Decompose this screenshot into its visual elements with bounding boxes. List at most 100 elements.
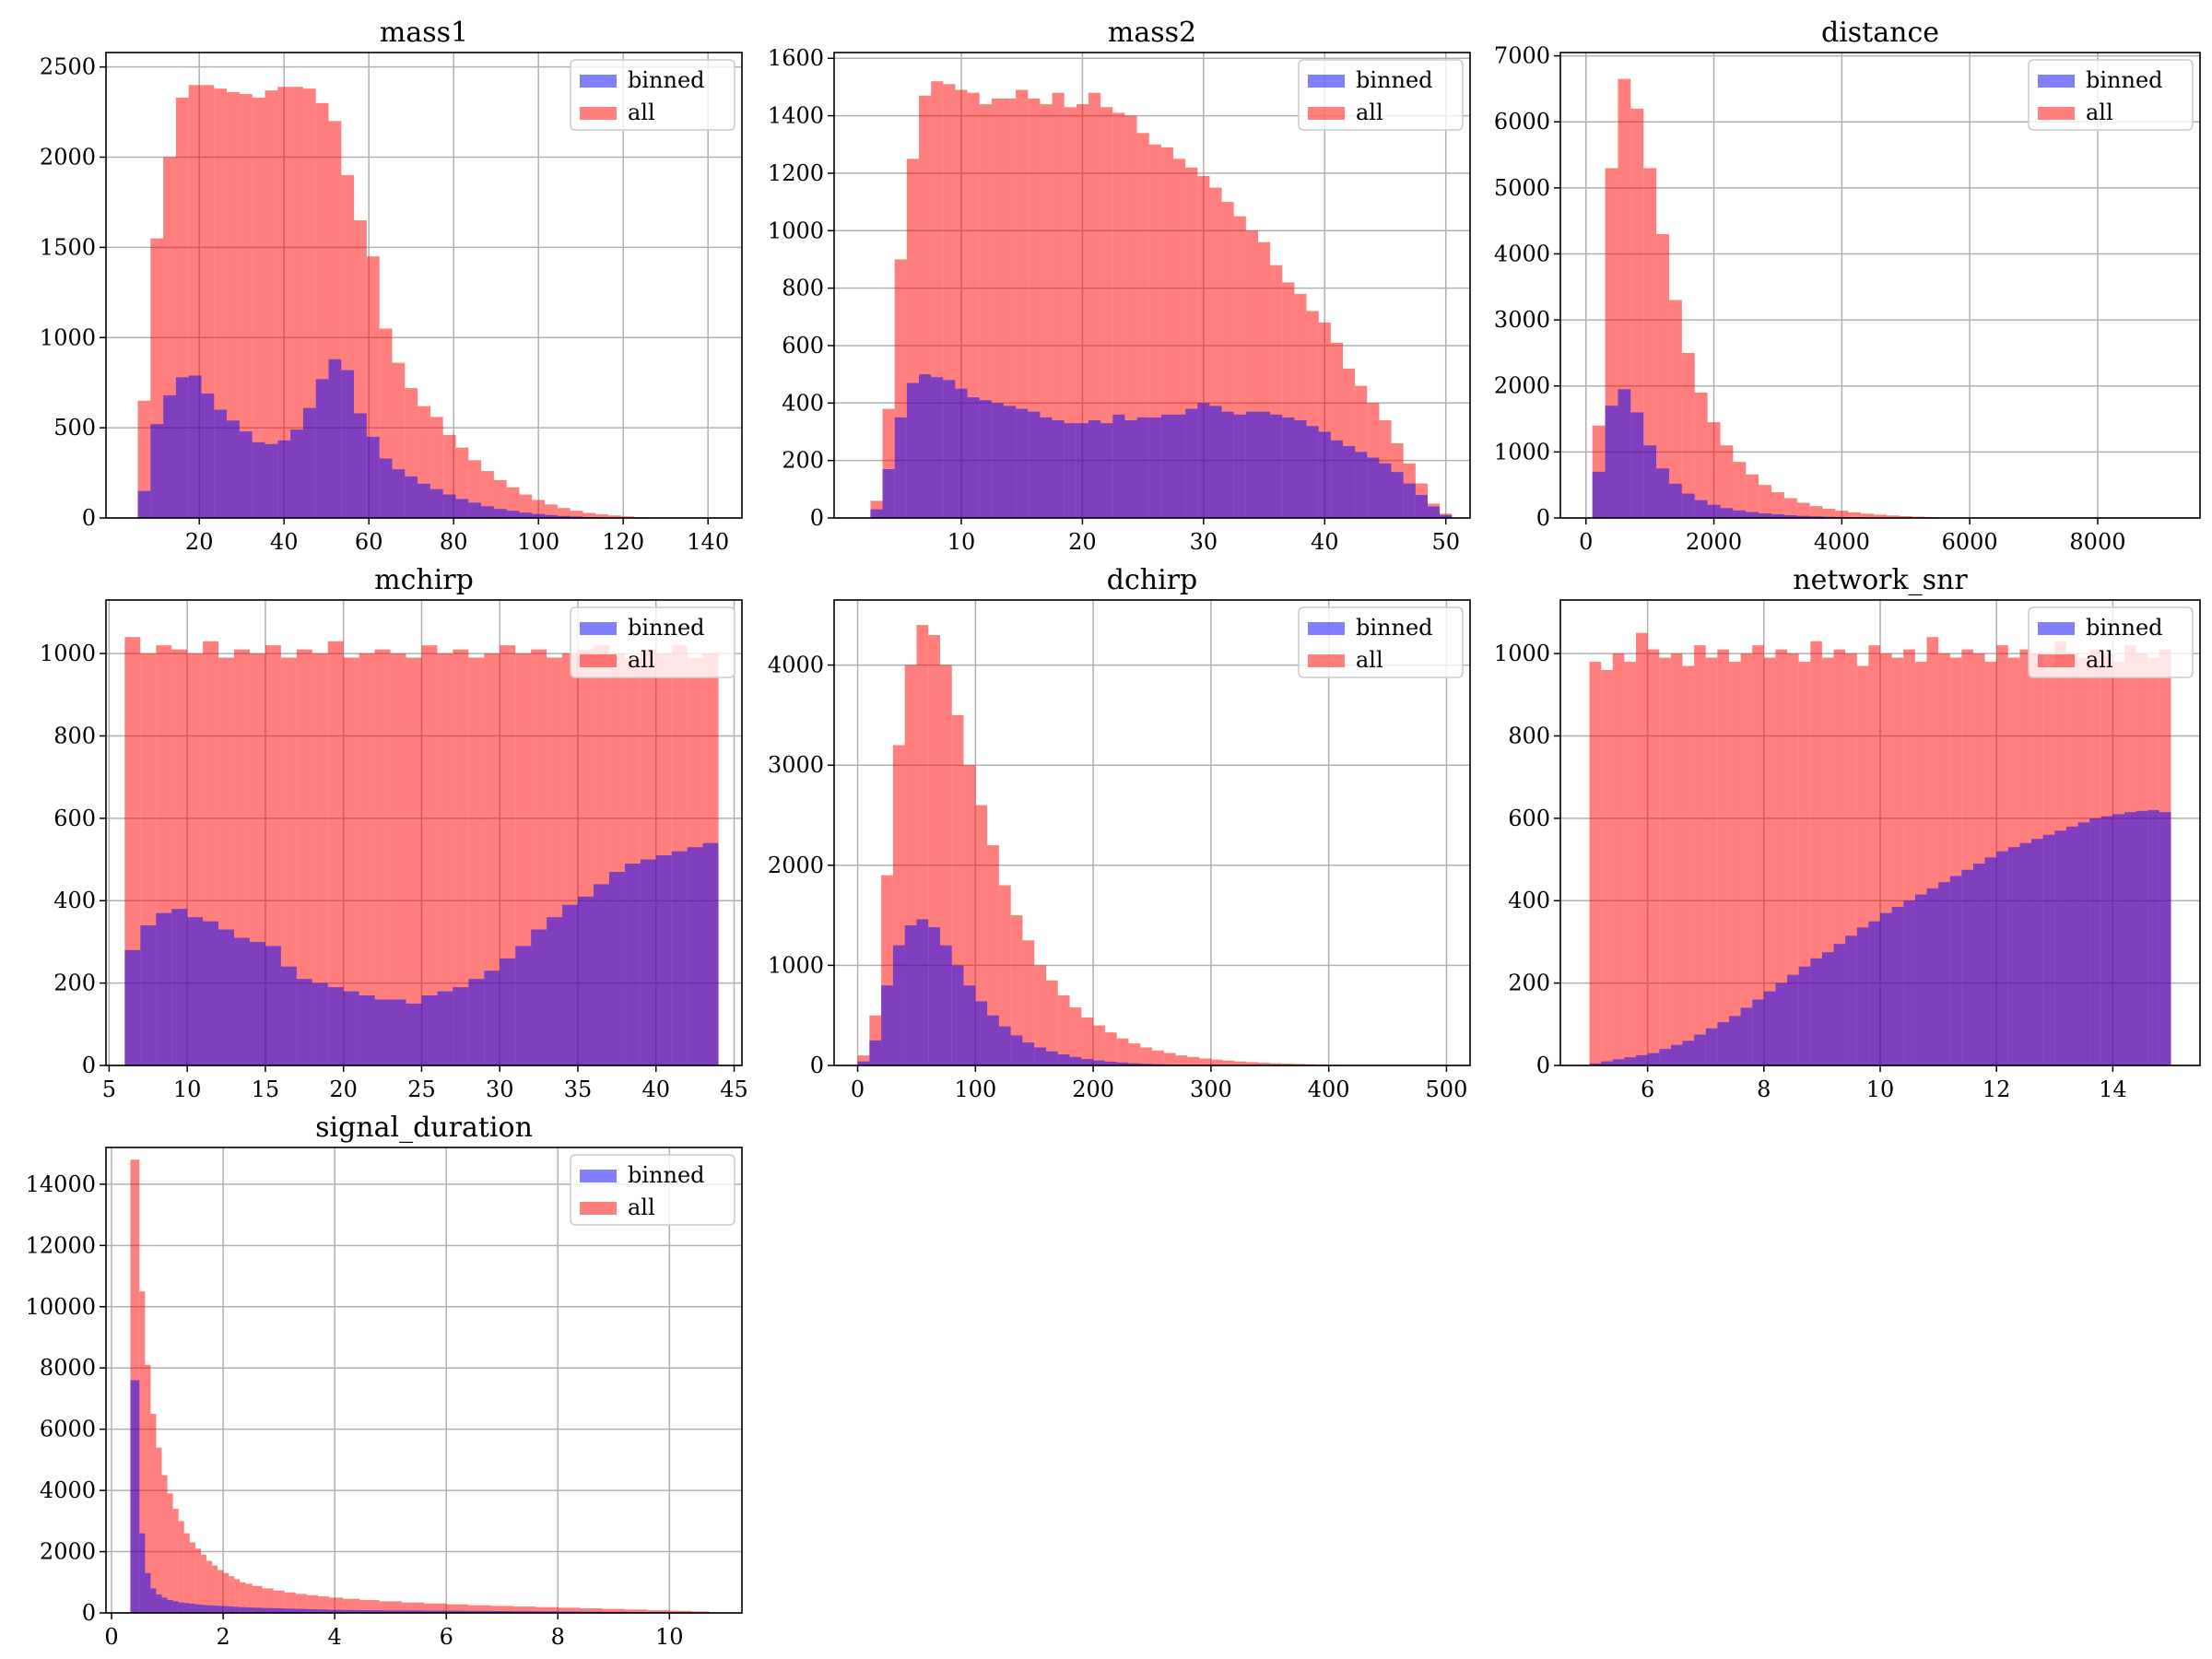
y-tick-label: 8000 xyxy=(40,1355,96,1381)
bar-binned xyxy=(1112,414,1125,518)
bar-all xyxy=(424,1603,447,1613)
bar-all xyxy=(421,645,438,1065)
bar-binned xyxy=(234,1606,241,1613)
bar-all xyxy=(406,657,422,1065)
bar-all xyxy=(1848,512,1862,518)
legend: binned all xyxy=(1298,59,1464,131)
bar-binned xyxy=(1233,414,1246,518)
bar-binned xyxy=(1783,514,1797,518)
y-tick-label: 3000 xyxy=(768,752,824,778)
legend: binned all xyxy=(570,606,735,678)
bar-all xyxy=(1093,1025,1105,1065)
bar-binned xyxy=(881,985,893,1065)
bar-all xyxy=(1733,462,1747,518)
bar-binned xyxy=(1771,514,1784,518)
bar-binned xyxy=(1064,423,1077,518)
bar-all xyxy=(1152,1050,1164,1065)
bar-binned xyxy=(379,1610,402,1613)
bar-binned xyxy=(624,864,641,1065)
bar-all xyxy=(1034,965,1046,1065)
bar-all xyxy=(1040,104,1053,518)
bar-all xyxy=(1052,92,1065,519)
bar-binned xyxy=(2124,812,2136,1065)
bar-all xyxy=(1281,1064,1294,1065)
bar-binned xyxy=(671,851,688,1065)
bar-binned xyxy=(1856,927,1869,1065)
bar-binned xyxy=(535,1611,559,1613)
x-tick-label: 40 xyxy=(1311,529,1339,555)
bar-all xyxy=(156,1447,162,1613)
y-tick-label: 1500 xyxy=(40,234,96,260)
bar-binned xyxy=(374,999,391,1065)
bar-all xyxy=(1100,107,1113,518)
y-tick-label: 5000 xyxy=(1494,175,1550,201)
bar-binned xyxy=(1821,952,1834,1065)
bar-binned xyxy=(1720,508,1734,518)
bar-all xyxy=(295,1594,307,1613)
legend-label-binned: binned xyxy=(628,67,705,93)
x-tick-label: 35 xyxy=(564,1077,593,1102)
bar-binned xyxy=(1318,431,1331,518)
bar-all xyxy=(252,1585,263,1613)
bar-all xyxy=(1759,485,1772,518)
bar-all xyxy=(167,1493,173,1613)
bar-all xyxy=(975,805,988,1065)
bar-binned xyxy=(341,370,355,518)
legend: binned all xyxy=(570,59,735,131)
bar-binned xyxy=(1880,912,1892,1065)
bar-binned xyxy=(1618,389,1631,518)
subplot-title: mass2 xyxy=(1108,17,1196,49)
x-tick-label: 100 xyxy=(954,1077,996,1102)
bar-binned xyxy=(468,979,485,1065)
bar-all xyxy=(1022,940,1035,1065)
bar-binned xyxy=(702,842,719,1065)
bar-all xyxy=(1874,514,1887,518)
bar-binned xyxy=(1040,417,1053,518)
y-tick-label: 6000 xyxy=(1494,109,1550,135)
bar-binned xyxy=(1116,1062,1129,1065)
bar-all xyxy=(1222,1060,1235,1065)
bar-binned xyxy=(265,443,278,518)
subplot-mass2: 10 20 30 40 50 0 200 400 600 800 1000 1200 1400 1600 m… xyxy=(768,17,1471,555)
legend: binned all xyxy=(570,1154,735,1226)
x-tick-label: 10 xyxy=(1866,1077,1895,1102)
bar-binned xyxy=(519,512,533,518)
bar-all xyxy=(1612,653,1625,1065)
bar-all xyxy=(1624,662,1637,1065)
bar-binned xyxy=(189,1604,195,1613)
bar-all xyxy=(608,515,621,518)
x-tick-label: 6 xyxy=(1641,1077,1654,1102)
bar-binned xyxy=(343,991,359,1065)
bar-binned xyxy=(2159,812,2171,1065)
bar-all xyxy=(691,1611,710,1613)
y-tick-label: 1000 xyxy=(40,641,96,666)
bar-binned xyxy=(1972,864,1985,1065)
bar-all xyxy=(245,1583,253,1613)
bar-all xyxy=(172,1509,179,1613)
y-tick-label: 4000 xyxy=(1494,241,1550,266)
legend-label-all: all xyxy=(628,100,655,125)
bar-binned xyxy=(188,375,202,518)
axes-frame xyxy=(833,599,1471,1066)
x-tick-label: 0 xyxy=(1579,529,1593,555)
bar-binned xyxy=(240,1606,246,1613)
bar-all xyxy=(1069,1007,1082,1065)
bar-all xyxy=(481,471,494,518)
legend-swatch-binned xyxy=(1308,75,1345,88)
y-tick-label: 0 xyxy=(810,1053,824,1078)
legend-swatch-all xyxy=(1308,654,1345,667)
bar-all xyxy=(296,649,312,1065)
bar-all xyxy=(1682,665,1695,1065)
bar-all xyxy=(1740,653,1753,1065)
x-tick-label: 8 xyxy=(1757,1077,1771,1102)
bar-all xyxy=(137,400,151,518)
bar-binned xyxy=(1010,1035,1023,1065)
bar-all xyxy=(194,1548,201,1613)
bar-all xyxy=(1187,1056,1200,1065)
bar-binned xyxy=(2077,822,2090,1065)
bar-binned xyxy=(227,420,240,518)
bar-binned xyxy=(512,1611,536,1613)
legend-label-all: all xyxy=(1356,647,1383,673)
y-tick-label: 4000 xyxy=(768,653,824,678)
bar-binned xyxy=(940,945,952,1065)
